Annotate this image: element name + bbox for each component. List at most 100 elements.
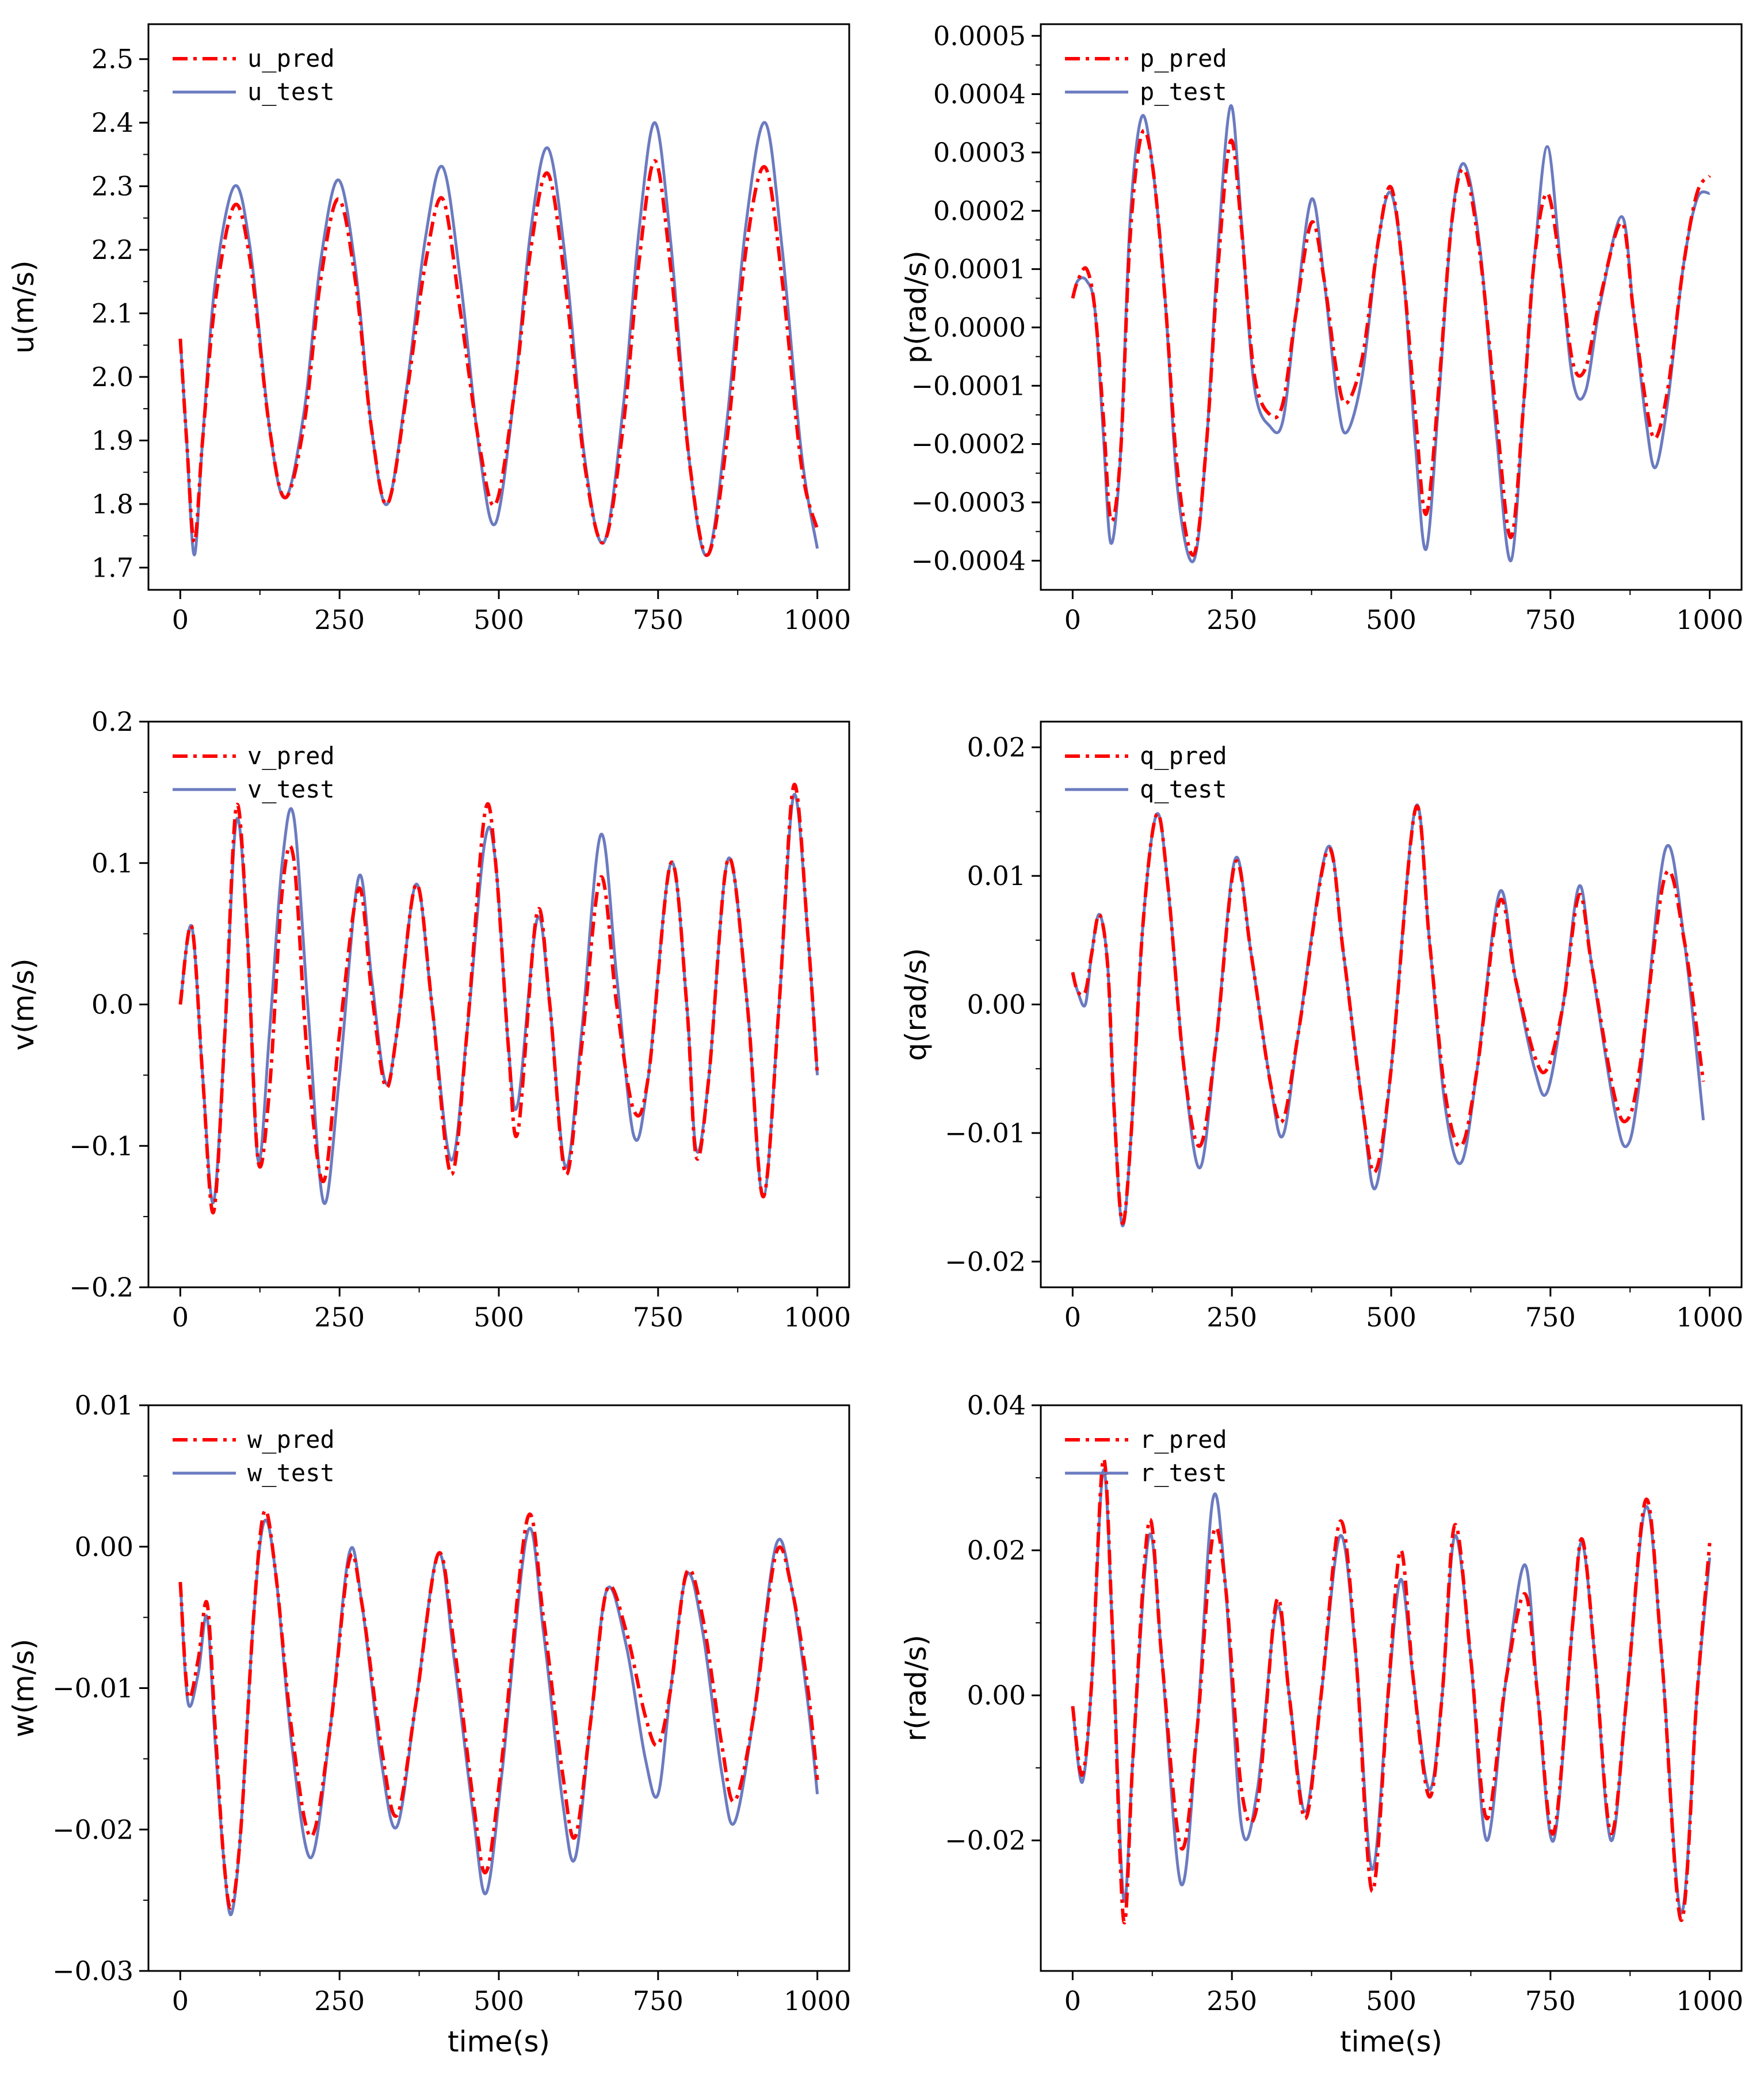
y-axis-label-w: w(m/s) (7, 1639, 40, 1738)
y-tick-label-p: −0.0001 (911, 370, 1026, 401)
series-line-p_pred (1071, 128, 1712, 557)
y-tick-label-u: 2.3 (91, 171, 133, 202)
y-tick-label-r: −0.02 (945, 1825, 1026, 1856)
x-tick-label-p: 1000 (1676, 604, 1743, 635)
x-tick-label-p: 750 (1525, 604, 1576, 635)
x-tick-label-p: 500 (1366, 604, 1416, 635)
x-tick-label-p: 250 (1206, 604, 1257, 635)
y-tick-label-u: 2.4 (91, 107, 133, 138)
y-tick-label-r: 0.00 (967, 1680, 1026, 1711)
y-tick-label-u: 2.2 (91, 234, 133, 265)
y-tick-label-r: 0.02 (967, 1535, 1026, 1566)
y-tick-label-u: 1.7 (91, 552, 133, 583)
panel-v: 0 250 500 750 1000 −0.2 −0.1 0.0 0.1 0.2 v(m/s) v_p… (7, 706, 851, 1333)
y-tick-label-q: 0.01 (967, 860, 1026, 891)
legend-label-w_test: w_test (247, 1459, 335, 1487)
y-tick-label-u: 1.9 (91, 425, 133, 456)
plot-frame-w (147, 1404, 850, 1972)
x-tick-label-q: 500 (1366, 1302, 1416, 1333)
panel-q: 0 250 500 750 1000 −0.02 −0.01 0.00 0.01 0.02 q(ra… (899, 720, 1743, 1333)
y-tick-label-q: −0.02 (945, 1246, 1026, 1277)
y-tick-label-v: −0.2 (69, 1272, 133, 1303)
plot-frame-v (147, 720, 850, 1288)
x-tick-label-r: 750 (1525, 1985, 1576, 2016)
y-tick-label-p: −0.0004 (911, 545, 1026, 576)
x-tick-label-u: 500 (474, 604, 524, 635)
y-tick-label-q: 0.00 (967, 989, 1026, 1020)
x-tick-label-u: 0 (172, 604, 189, 635)
legend-label-p_test: p_test (1140, 78, 1227, 106)
y-tick-label-p: 0.0001 (933, 254, 1026, 285)
x-tick-label-u: 1000 (784, 604, 851, 635)
legend-label-u_test: u_test (247, 78, 335, 106)
y-tick-label-w: −0.02 (52, 1814, 133, 1845)
y-tick-label-r: 0.04 (967, 1390, 1026, 1421)
y-axis-label-p: p(rad/s) (899, 250, 933, 364)
x-tick-label-q: 0 (1064, 1302, 1081, 1333)
x-tick-label-w: 250 (314, 1985, 365, 2016)
series-line-r_pred (1071, 1457, 1712, 1924)
x-tick-label-w: 1000 (784, 1985, 851, 2016)
panel-w: 0 250 500 750 1000 −0.03 −0.02 −0.01 0.00 0.01 w(m… (7, 1390, 851, 2058)
y-tick-label-v: 0.0 (91, 989, 133, 1020)
x-tick-label-q: 250 (1206, 1302, 1257, 1333)
y-tick-label-p: −0.0002 (911, 429, 1026, 460)
x-tick-label-v: 0 (172, 1302, 189, 1333)
series-line-u_pred (178, 159, 819, 557)
legend-label-p_pred: p_pred (1140, 44, 1227, 73)
y-tick-label-p: 0.0003 (933, 137, 1026, 168)
x-tick-label-p: 0 (1064, 604, 1081, 635)
y-tick-label-v: 0.1 (91, 848, 133, 879)
legend-label-r_pred: r_pred (1140, 1425, 1227, 1454)
y-tick-label-w: −0.03 (52, 1955, 133, 1986)
plot-frame-q (1040, 720, 1743, 1288)
x-tick-label-u: 750 (633, 604, 684, 635)
plot-frame-p (1040, 23, 1743, 591)
y-axis-label-u: u(m/s) (7, 260, 40, 353)
legend-label-v_test: v_test (247, 775, 335, 803)
y-tick-label-w: 0.01 (75, 1390, 133, 1421)
x-tick-label-q: 1000 (1676, 1302, 1743, 1333)
series-line-p_test (1071, 104, 1710, 563)
y-axis-label-r: r(rad/s) (899, 1635, 933, 1741)
x-tick-label-r: 250 (1206, 1985, 1257, 2016)
panel-r: 0 250 500 750 1000 −0.02 0.00 0.02 0.04 r(rad/s) t… (899, 1390, 1743, 2058)
y-tick-label-p: 0.0005 (933, 20, 1026, 51)
plot-frame-r (1040, 1404, 1743, 1972)
y-tick-label-q: 0.02 (967, 732, 1026, 763)
y-tick-label-w: 0.00 (75, 1531, 133, 1562)
series-line-v_pred (178, 783, 819, 1215)
y-axis-label-v: v(m/s) (7, 958, 40, 1050)
legend-label-q_test: q_test (1140, 775, 1227, 803)
y-axis-label-q: q(rad/s) (899, 948, 933, 1061)
x-tick-label-r: 500 (1366, 1985, 1416, 2016)
y-tick-label-p: 0.0002 (933, 195, 1026, 226)
y-tick-label-p: 0.0004 (933, 79, 1026, 110)
y-tick-label-u: 2.5 (91, 44, 133, 75)
series-line-w_pred (178, 1508, 819, 1910)
y-tick-label-p: 0.0000 (933, 312, 1026, 343)
x-tick-label-w: 750 (633, 1985, 684, 2016)
x-tick-label-w: 500 (474, 1985, 524, 2016)
y-tick-label-v: −0.1 (69, 1130, 133, 1161)
panel-u: 0 250 500 750 1000 1.7 1.8 1.9 2.0 2.1 2.2 2.3 2.4 2.… (7, 23, 851, 635)
legend-label-q_pred: q_pred (1140, 742, 1227, 770)
y-tick-label-u: 1.8 (91, 489, 133, 520)
x-tick-label-v: 250 (314, 1302, 365, 1333)
x-tick-label-v: 500 (474, 1302, 524, 1333)
legend-label-v_pred: v_pred (247, 742, 335, 770)
x-axis-label-w: time(s) (448, 2025, 550, 2058)
x-tick-label-r: 0 (1064, 1985, 1081, 2016)
x-tick-label-r: 1000 (1676, 1985, 1743, 2016)
series-line-q_pred (1071, 804, 1705, 1225)
x-tick-label-w: 0 (172, 1985, 189, 2016)
legend-label-u_pred: u_pred (247, 44, 335, 73)
x-tick-label-v: 750 (633, 1302, 684, 1333)
y-tick-label-p: −0.0003 (911, 487, 1026, 518)
y-tick-label-q: −0.01 (945, 1118, 1026, 1149)
x-axis-label-r: time(s) (1340, 2025, 1442, 2058)
y-tick-label-v: 0.2 (91, 706, 133, 737)
x-tick-label-u: 250 (314, 604, 365, 635)
panel-p: 0 250 500 750 1000 −0.0004 −0.0003 −0.0002 −0.00… (899, 20, 1743, 635)
